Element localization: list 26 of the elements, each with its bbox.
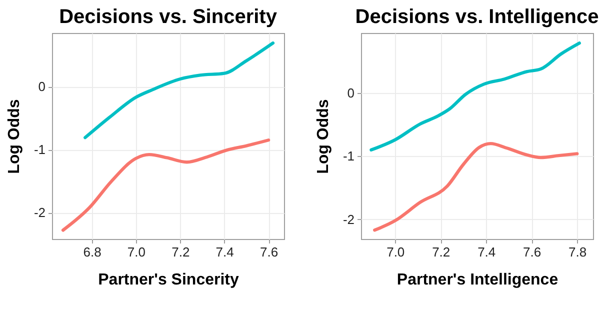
x-tick-label: 6.8 [83, 244, 102, 260]
y-axis-title: Log Odds [314, 99, 332, 174]
x-tick-label: 7.2 [432, 244, 450, 260]
x-tick-label: 7.2 [172, 244, 190, 260]
x-tick-label: 7.4 [478, 244, 496, 260]
chart-title: Decisions vs. Sincerity [59, 6, 278, 28]
x-tick-label: 7.0 [127, 244, 146, 260]
line-series [61, 138, 270, 232]
x-axis-title: Partner's Sincerity [98, 272, 239, 288]
y-tick-label: -2 [34, 205, 46, 220]
line-series [84, 41, 275, 140]
x-tick-label: 7.6 [260, 244, 278, 260]
y-tick-label: 0 [347, 86, 354, 101]
y-tick-label: -1 [34, 142, 46, 158]
x-tick-label: 7.8 [568, 244, 587, 260]
x-axis-title: Partner's Intelligence [396, 272, 558, 288]
y-tick-label: 0 [38, 79, 46, 94]
chart-title: Decisions vs. Intelligence [355, 6, 599, 28]
x-tick-label: 7.4 [216, 244, 234, 260]
line-series [370, 42, 581, 152]
y-axis-title: Log Odds [6, 99, 23, 174]
line-series [373, 142, 579, 232]
y-tick-label: -2 [342, 212, 354, 227]
x-tick-label: 7.0 [386, 244, 405, 260]
x-tick-label: 7.6 [523, 244, 542, 260]
y-tick-label: -1 [342, 148, 354, 164]
